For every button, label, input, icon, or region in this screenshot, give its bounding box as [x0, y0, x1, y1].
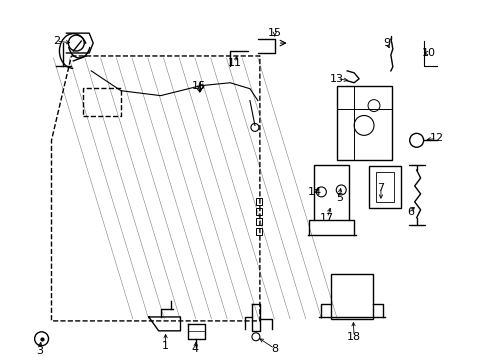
- Text: 18: 18: [346, 332, 361, 342]
- Bar: [255, 208, 262, 215]
- Bar: [331, 274, 372, 319]
- Bar: [255, 198, 262, 205]
- Text: 15: 15: [267, 28, 281, 38]
- Bar: [337, 86, 391, 160]
- Bar: [375, 172, 393, 202]
- Text: 1: 1: [162, 341, 169, 351]
- Bar: [314, 165, 348, 220]
- Bar: [83, 88, 121, 116]
- Text: 5: 5: [335, 193, 342, 203]
- Text: 12: 12: [428, 133, 443, 143]
- Text: 10: 10: [421, 48, 435, 58]
- Bar: [368, 166, 400, 208]
- Bar: [255, 218, 262, 225]
- Text: 11: 11: [227, 58, 242, 68]
- Text: 14: 14: [307, 187, 321, 197]
- Bar: [255, 228, 262, 235]
- Text: 3: 3: [36, 346, 43, 356]
- Text: 16: 16: [191, 81, 205, 91]
- Text: 6: 6: [407, 207, 413, 217]
- Text: 13: 13: [329, 74, 344, 84]
- Text: 4: 4: [191, 344, 199, 354]
- Text: 17: 17: [320, 213, 334, 223]
- Text: 2: 2: [53, 36, 60, 46]
- Text: 9: 9: [383, 38, 389, 48]
- Text: 8: 8: [271, 344, 278, 354]
- Text: 7: 7: [377, 183, 384, 193]
